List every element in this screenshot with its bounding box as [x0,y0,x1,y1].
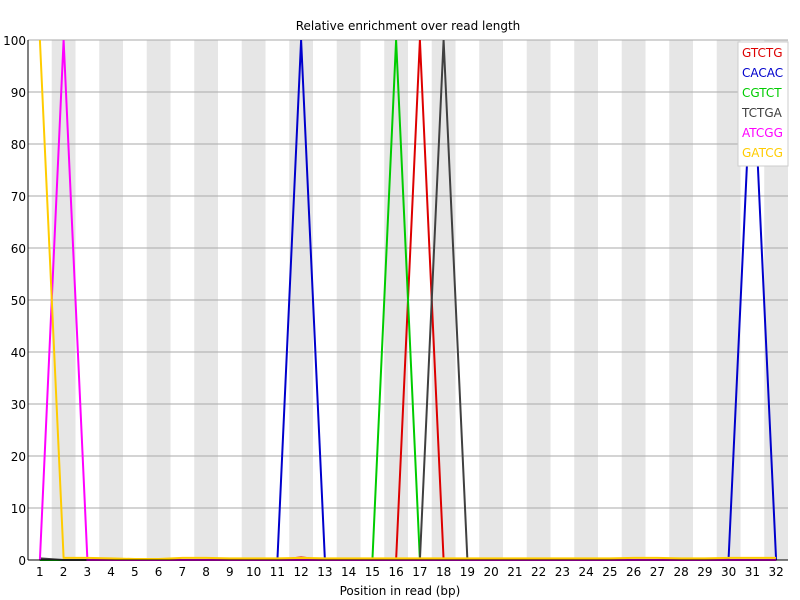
legend-entry-tctga: TCTGA [741,106,783,120]
x-tick-label-10: 10 [246,565,261,579]
y-tick-label-50: 50 [11,294,26,308]
y-tick-label-30: 30 [11,398,26,412]
y-tick-label-40: 40 [11,346,26,360]
x-tick-label-22: 22 [531,565,546,579]
y-tick-label-0: 0 [18,554,26,568]
x-tick-label-21: 21 [507,565,522,579]
legend: GTCTG CACAC CGTCT TCTGA ATCGG GATCG [737,41,789,167]
x-tick-label-20: 20 [483,565,498,579]
x-tick-label-31: 31 [745,565,760,579]
x-tick-label-7: 7 [179,565,187,579]
legend-entry-atcgg: ATCGG [742,126,783,140]
y-tick-label-90: 90 [11,86,26,100]
x-tick-label-3: 3 [84,565,92,579]
x-tick-label-8: 8 [202,565,210,579]
legend-box [737,41,789,167]
x-tick-label-2: 2 [60,565,68,579]
x-tick-label-9: 9 [226,565,234,579]
x-tick-label-24: 24 [578,565,593,579]
x-tick-label-27: 27 [650,565,665,579]
chart-title: Relative enrichment over read length [296,19,521,33]
x-tick-label-13: 13 [317,565,332,579]
x-tick-label-14: 14 [341,565,356,579]
y-tick-labels: 0 10 20 30 40 50 60 70 80 90 100 [3,34,26,568]
x-tick-label-29: 29 [697,565,712,579]
y-tick-label-10: 10 [11,502,26,516]
y-tick-label-80: 80 [11,138,26,152]
x-tick-label-30: 30 [721,565,736,579]
legend-entry-gatcg: GATCG [742,146,783,160]
x-tick-label-17: 17 [412,565,427,579]
y-tick-label-70: 70 [11,190,26,204]
x-tick-label-4: 4 [107,565,115,579]
x-tick-label-25: 25 [602,565,617,579]
y-tick-label-60: 60 [11,242,26,256]
x-tick-label-6: 6 [155,565,163,579]
x-tick-label-12: 12 [293,565,308,579]
y-tick-label-20: 20 [11,450,26,464]
x-tick-labels: 1 2 3 4 5 6 7 8 9 10 11 12 13 14 15 16 17 18 19 20 21 22 23 24 2… [36,565,784,579]
legend-entry-cacac: CACAC [742,66,783,80]
y-tick-label-100: 100 [3,34,26,48]
x-tick-label-32: 32 [768,565,783,579]
legend-entry-gtctg: GTCTG [742,46,783,60]
x-tick-label-5: 5 [131,565,139,579]
x-tick-label-18: 18 [436,565,451,579]
legend-entry-cgtct: CGTCT [742,86,782,100]
x-axis-label: Position in read (bp) [340,584,461,598]
x-tick-label-11: 11 [270,565,285,579]
x-tick-label-1: 1 [36,565,44,579]
x-tick-label-28: 28 [673,565,688,579]
x-tick-label-26: 26 [626,565,641,579]
x-tick-label-23: 23 [555,565,570,579]
x-tick-label-15: 15 [365,565,380,579]
x-tick-label-19: 19 [460,565,475,579]
axes [27,40,788,561]
x-tick-label-16: 16 [388,565,403,579]
series-line-gatcg [38,39,777,560]
